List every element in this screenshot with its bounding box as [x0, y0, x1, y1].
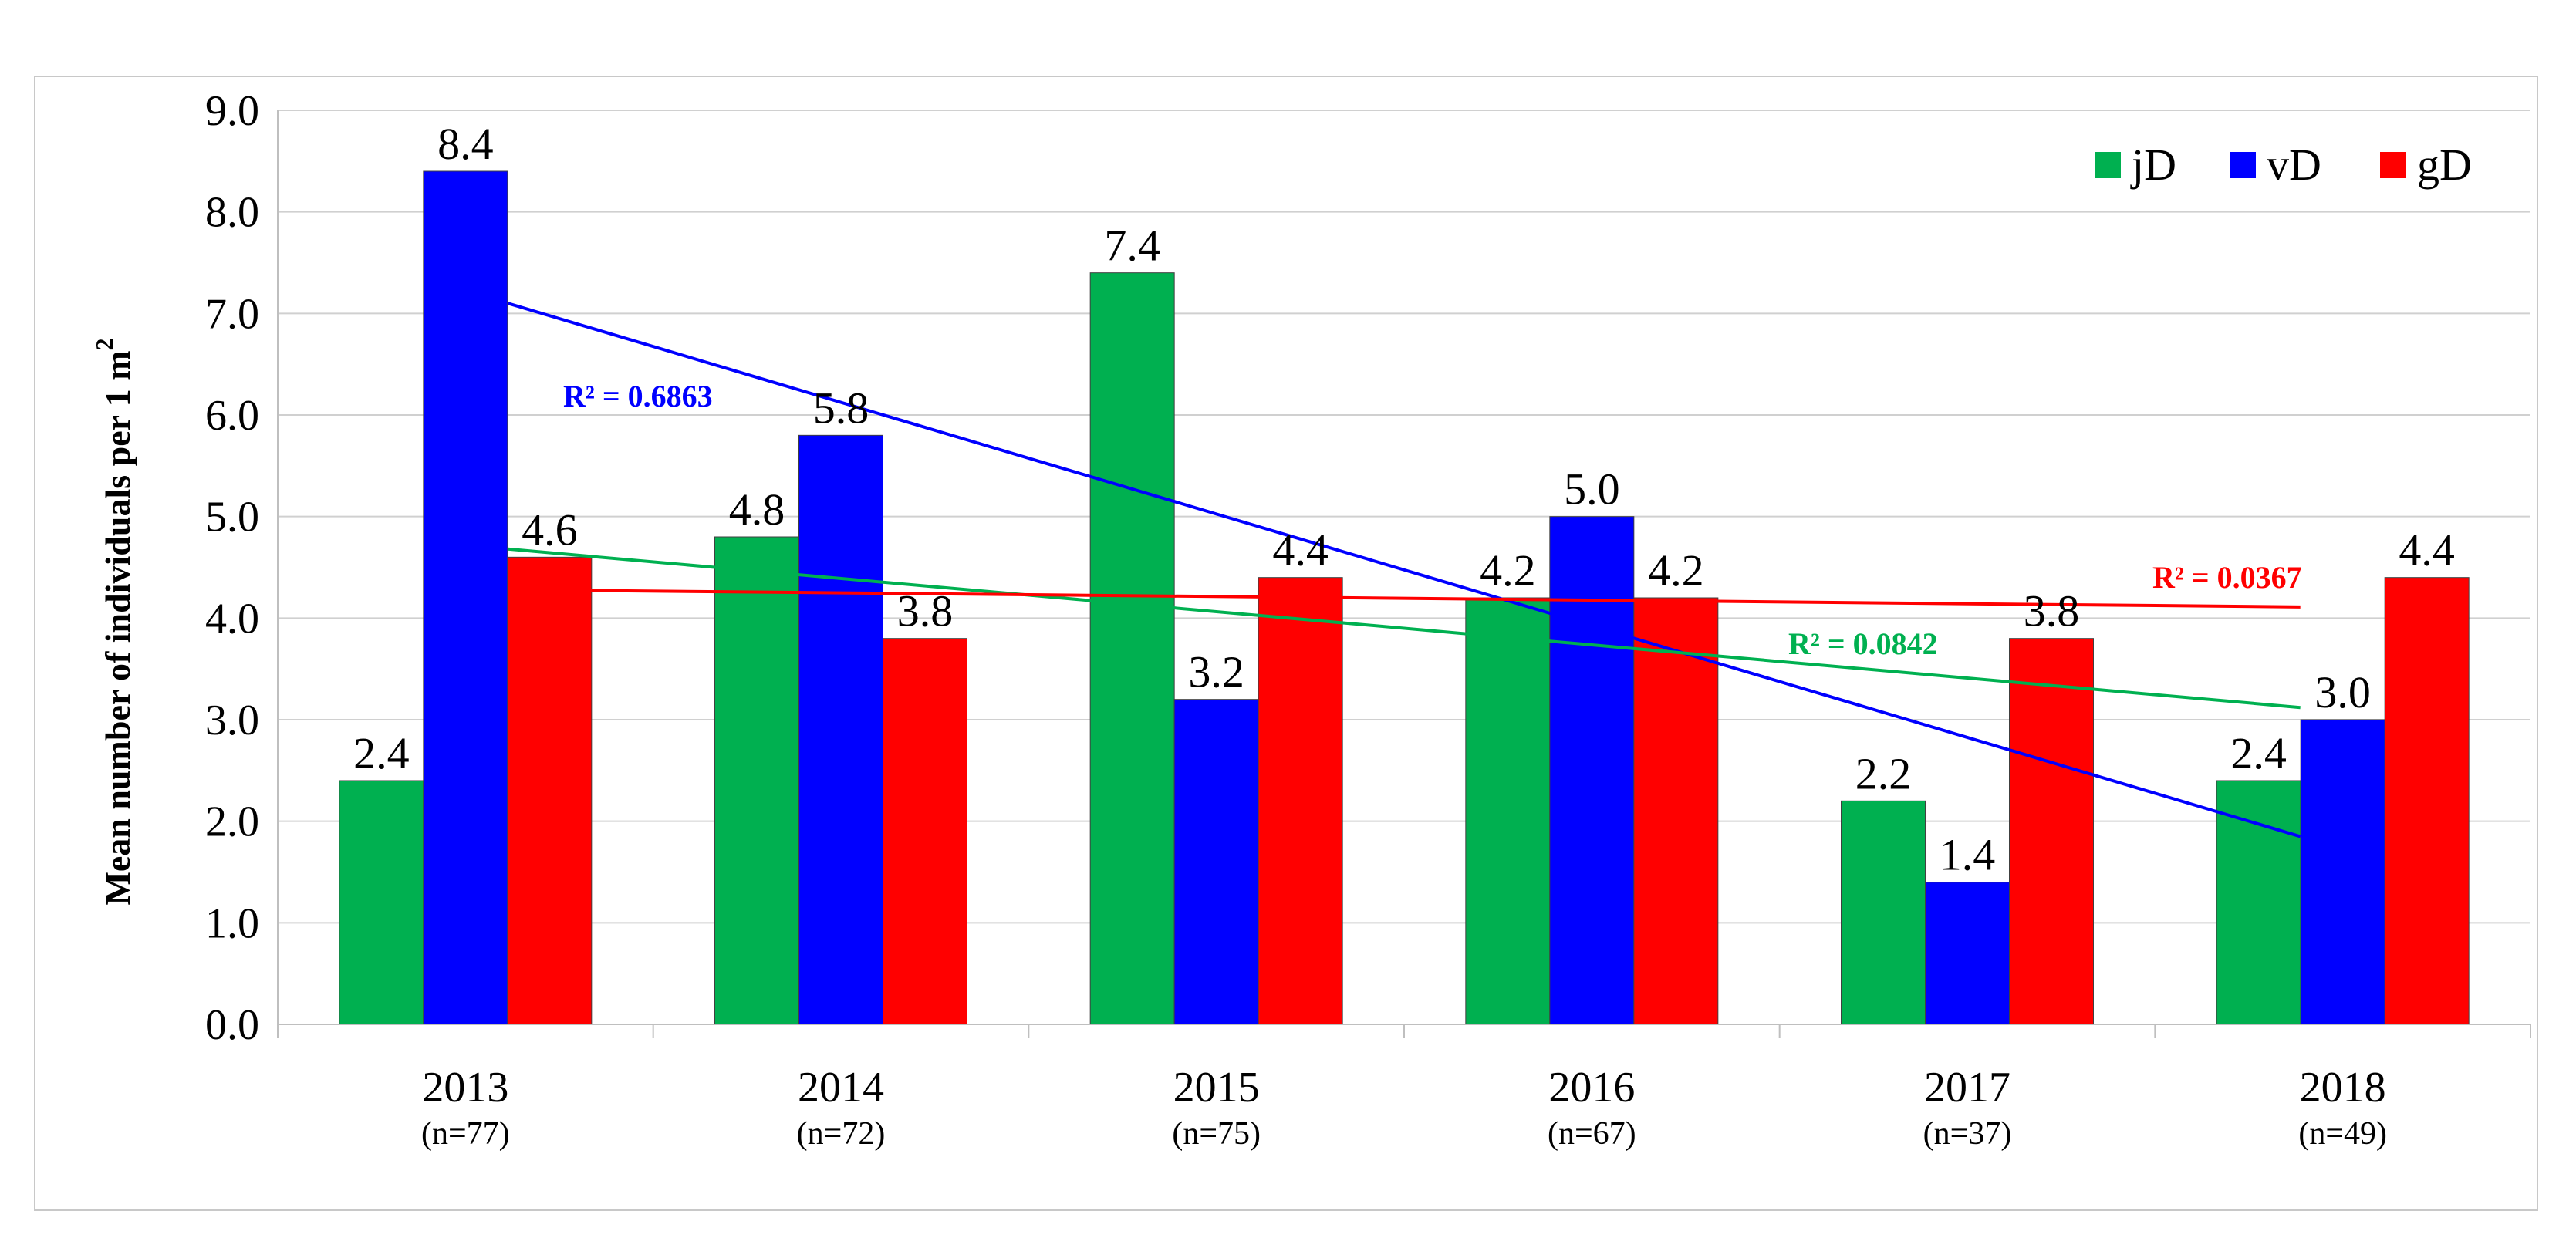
bar-gd-2015	[1258, 577, 1343, 1025]
legend-label-jd: jD	[2130, 140, 2176, 190]
y-axis-ticks: 0.0 1.0 2.0 3.0 4.0 5.0 6.0 7.0 8.0 9.0	[205, 87, 259, 1049]
x-axis: 2013 (n=77) 2014 (n=72) 2015 (n=75) 2016 (n=67)…	[277, 1024, 2531, 1152]
x-tick-label-2016: 2016	[1548, 1064, 1635, 1112]
data-label-gd-2018: 4.4	[2399, 525, 2455, 575]
data-labels: 2.4 8.4 4.6 4.8 5.8 3.8 7.4 3.2 4.4 4.2 5.0 4.2 2.2 1…	[353, 119, 2455, 880]
y-axis-label-text: Mean number of individuals per 1 m	[98, 350, 137, 905]
data-label-gd-2014: 3.8	[897, 586, 954, 636]
data-label-jd-2018: 2.4	[2230, 728, 2287, 778]
legend-swatch-jd	[2095, 152, 2121, 178]
data-label-vd-2013: 8.4	[437, 119, 494, 169]
bar-jd-2013	[339, 780, 424, 1025]
gridlines	[277, 110, 2530, 1024]
y-tick-label: 5.0	[205, 494, 259, 541]
data-label-vd-2015: 3.2	[1188, 647, 1244, 697]
trendlines: R² = 0.6863 R² = 0.0842 R² = 0.0367	[507, 302, 2302, 838]
data-label-jd-2016: 4.2	[1480, 545, 1536, 595]
trendline-vd	[507, 302, 2301, 838]
data-label-jd-2017: 2.2	[1855, 748, 1912, 798]
legend-swatch-vd	[2230, 152, 2256, 178]
data-label-gd-2016: 4.2	[1648, 545, 1704, 595]
bar-vd-2017	[1925, 882, 2010, 1025]
legend: jD vD gD	[2095, 140, 2472, 190]
bar-gd-2016	[1633, 597, 1719, 1025]
y-tick-label: 8.0	[205, 189, 259, 237]
x-tick-label-2017: 2017	[1924, 1064, 2010, 1112]
y-axis-label: Mean number of individuals per 1 m2	[90, 338, 137, 905]
bar-vd-2013	[423, 170, 508, 1025]
bar-jd-2015	[1089, 272, 1175, 1025]
data-label-jd-2014: 4.8	[729, 484, 785, 535]
x-tick-sublabel-2014: (n=72)	[797, 1116, 886, 1152]
data-label-gd-2015: 4.4	[1272, 525, 1329, 575]
r-squared-vd: R² = 0.6863	[563, 379, 713, 413]
data-label-jd-2015: 7.4	[1104, 221, 1160, 271]
bar-gd-2018	[2384, 577, 2470, 1025]
x-tick-sublabel-2017: (n=37)	[1923, 1116, 2012, 1152]
y-axis-label-superscript: 2	[90, 338, 118, 350]
trendline-gd	[508, 588, 2301, 609]
y-tick-label: 6.0	[205, 392, 259, 440]
bar-vd-2014	[798, 434, 883, 1025]
y-tick-label: 9.0	[205, 87, 259, 135]
bar-jd-2016	[1465, 597, 1551, 1025]
y-tick-label: 2.0	[205, 798, 259, 846]
y-tick-label: 4.0	[205, 595, 259, 643]
x-tick-sublabel-2015: (n=75)	[1172, 1116, 1261, 1152]
r-squared-jd: R² = 0.0842	[1788, 626, 1938, 661]
x-tick-label-2013: 2013	[422, 1064, 508, 1112]
bar-gd-2014	[883, 638, 967, 1025]
data-label-gd-2013: 4.6	[522, 504, 578, 555]
y-tick-label: 0.0	[205, 1001, 259, 1049]
y-tick-label: 1.0	[205, 899, 259, 947]
data-label-vd-2017: 1.4	[1940, 830, 1996, 880]
legend-label-gd: gD	[2417, 140, 2472, 190]
data-label-vd-2014: 5.8	[813, 383, 869, 433]
bar-jd-2014	[714, 536, 799, 1025]
x-tick-sublabel-2013: (n=77)	[421, 1116, 510, 1152]
x-tick-label-2015: 2015	[1173, 1064, 1260, 1112]
bar-vd-2015	[1173, 699, 1259, 1025]
bar-vd-2018	[2300, 719, 2385, 1025]
legend-label-vd: vD	[2267, 140, 2321, 190]
data-label-vd-2016: 5.0	[1564, 464, 1620, 514]
x-tick-sublabel-2016: (n=67)	[1548, 1116, 1636, 1152]
data-label-jd-2013: 2.4	[353, 728, 410, 778]
y-tick-label: 3.0	[205, 697, 259, 744]
bar-gd-2013	[507, 556, 593, 1025]
y-tick-label: 7.0	[205, 290, 259, 338]
x-tick-sublabel-2018: (n=49)	[2298, 1116, 2387, 1152]
x-tick-label-2014: 2014	[798, 1064, 884, 1112]
data-label-vd-2018: 3.0	[2314, 667, 2371, 717]
r-squared-gd: R² = 0.0367	[2152, 560, 2302, 595]
bar-vd-2016	[1549, 516, 1635, 1025]
bar-gd-2017	[2009, 638, 2094, 1025]
data-label-gd-2017: 3.8	[2024, 586, 2080, 636]
bar-jd-2018	[2216, 780, 2301, 1025]
legend-swatch-gd	[2380, 152, 2406, 178]
bar-jd-2017	[1841, 800, 1926, 1025]
x-tick-label-2018: 2018	[2300, 1064, 2386, 1112]
trendline-jd	[508, 547, 2301, 710]
